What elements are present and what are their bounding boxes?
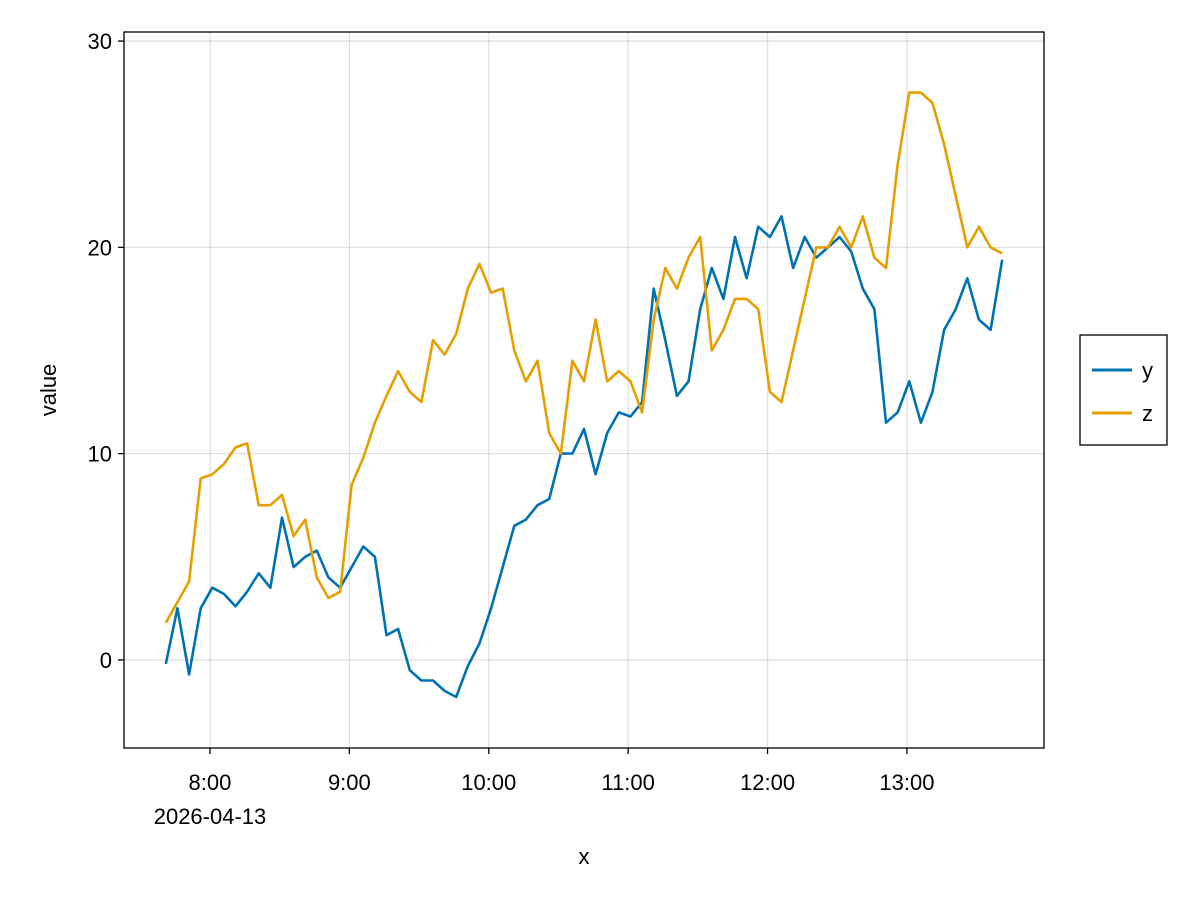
- y-axis-label: value: [36, 364, 61, 417]
- y-tick-label: 30: [88, 29, 112, 54]
- x-tick-label: 11:00: [601, 770, 654, 795]
- x-axis-label: x: [579, 844, 590, 869]
- series-layer: [164, 91, 1004, 699]
- y-tick-label: 0: [100, 648, 112, 673]
- y-tick-label: 20: [88, 235, 112, 260]
- x-tick-label: 9:00: [328, 770, 371, 795]
- x-tick-label: 13:00: [879, 770, 934, 795]
- legend-label-y: y: [1142, 358, 1153, 383]
- series-line-y: [164, 215, 1004, 699]
- x-tick-label: 10:00: [461, 770, 516, 795]
- legend-label-z: z: [1142, 401, 1153, 426]
- legend: y z: [1079, 334, 1168, 446]
- y-tick-label: 10: [88, 442, 112, 467]
- x-axis: 8:00 9:00 10:00 11:00 12:00 13:00: [189, 748, 934, 795]
- x-tick-label: 8:00: [189, 770, 232, 795]
- legend-frame: [1079, 334, 1168, 446]
- series-line-z: [164, 91, 1003, 624]
- y-axis: 0 10 20 30: [88, 29, 124, 673]
- x-tick-label: 12:00: [740, 770, 795, 795]
- plot-frame: [123, 31, 1045, 749]
- x-tick-date-label: 2026-04-13: [154, 804, 267, 829]
